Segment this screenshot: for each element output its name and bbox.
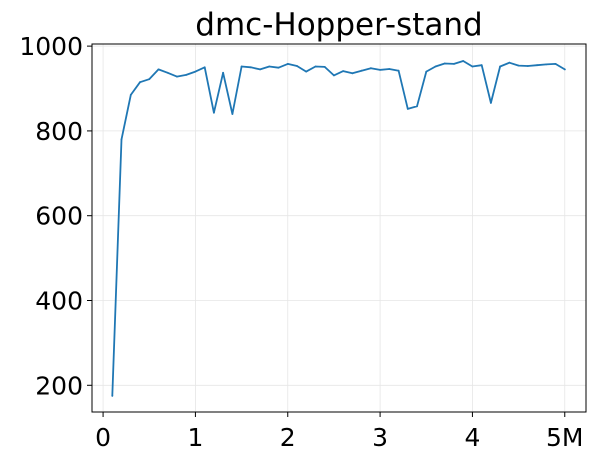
data-point <box>536 64 538 67</box>
data-point <box>517 64 520 67</box>
data-point <box>333 74 335 77</box>
data-point <box>166 71 169 74</box>
y-tick-label: 400 <box>35 286 83 315</box>
grid <box>92 44 586 412</box>
data-point <box>129 94 132 96</box>
data-point <box>231 113 234 115</box>
y-tick-label: 1000 <box>19 32 83 61</box>
data-point <box>268 65 271 68</box>
data-point <box>434 65 437 68</box>
x-tick-label: 4 <box>464 423 480 452</box>
data-point <box>157 68 160 71</box>
data-point <box>416 105 418 108</box>
data-point <box>406 108 409 110</box>
data-point <box>379 69 381 71</box>
data-point <box>425 70 428 73</box>
data-point <box>526 65 529 67</box>
data-point <box>360 69 363 72</box>
series-line <box>111 60 566 397</box>
data-point <box>499 65 501 68</box>
data-point <box>554 63 557 65</box>
data-point <box>490 102 492 104</box>
data-point <box>388 68 391 70</box>
data-point <box>139 81 141 84</box>
x-tick-label: 2 <box>280 423 296 452</box>
x-tick-label: 5M <box>546 423 583 452</box>
data-point <box>213 111 215 114</box>
x-tick-label: 3 <box>372 423 388 452</box>
x-axis: 0 1 2 3 4 5M <box>95 412 584 452</box>
data-point <box>480 64 483 67</box>
data-point <box>370 67 372 70</box>
data-point <box>259 68 261 71</box>
y-tick-label: 800 <box>35 117 83 146</box>
data-point <box>397 69 400 72</box>
x-tick-label: 0 <box>95 423 111 452</box>
x-tick-label: 1 <box>187 423 203 452</box>
data-point <box>305 70 308 73</box>
data-point <box>120 138 123 141</box>
data-point <box>203 66 206 69</box>
data-point <box>249 66 252 69</box>
data-point <box>286 63 289 65</box>
data-point <box>240 65 243 68</box>
data-point <box>351 72 354 75</box>
data-point <box>314 65 317 68</box>
data-point <box>185 74 188 76</box>
data-point <box>296 65 298 67</box>
data-point <box>471 65 474 68</box>
data-point <box>342 70 345 72</box>
data-point <box>545 63 548 66</box>
data-point <box>222 71 225 74</box>
data-point <box>111 395 114 397</box>
plot-frame <box>91 43 587 413</box>
chart-title: dmc-Hopper-stand <box>195 7 482 43</box>
data-point <box>563 68 566 71</box>
y-axis: 200 400 600 800 1000 <box>19 32 92 400</box>
data-point <box>148 78 151 81</box>
data-point <box>194 70 197 73</box>
data-point <box>508 61 511 64</box>
data-point <box>176 75 178 78</box>
data-point <box>443 62 446 65</box>
data-point <box>462 60 465 62</box>
series-layer <box>111 60 566 397</box>
y-tick-label: 600 <box>35 202 83 231</box>
data-point <box>277 66 280 69</box>
data-point <box>453 63 455 65</box>
data-point <box>323 66 326 68</box>
y-tick-label: 200 <box>35 371 83 400</box>
